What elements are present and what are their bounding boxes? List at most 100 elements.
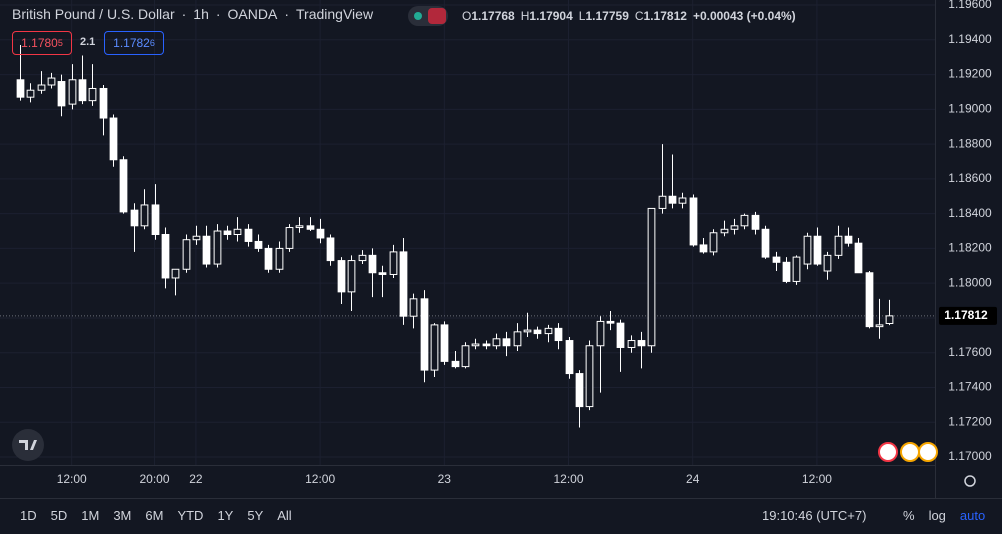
range-buttons: 1D 5D 1M 3M 6M YTD 1Y 5Y All (20, 508, 292, 523)
candle-body (99, 87, 108, 119)
candle-body (119, 159, 128, 213)
ohlc-key: L (578, 9, 586, 23)
candle-body (378, 272, 387, 275)
scale-option[interactable]: % (903, 508, 915, 523)
candle-body (26, 89, 35, 98)
candle-body (699, 244, 708, 253)
candle-body (844, 235, 853, 244)
candle-body (730, 225, 739, 230)
candle-body (689, 197, 698, 246)
candle-body (513, 331, 522, 347)
settings-gear[interactable] (964, 475, 976, 487)
candle-body (295, 225, 304, 229)
tv-logo (12, 429, 44, 461)
range-button[interactable]: 5D (50, 508, 68, 523)
candle-body (182, 239, 191, 270)
candle-body (430, 324, 439, 371)
candle-body (420, 298, 429, 371)
range-button[interactable]: All (277, 508, 292, 523)
grid (0, 0, 935, 465)
candle-body (482, 343, 491, 347)
candle-body (358, 254, 367, 262)
ohlc-item: L1.17759 (579, 9, 629, 23)
y-tick-label: 1.19200 (948, 67, 992, 81)
candle-body (151, 204, 160, 235)
candle-body (637, 340, 646, 347)
y-tick-label: 1.18200 (948, 241, 992, 255)
y-tick-label: 1.19600 (948, 0, 992, 11)
candle-body (502, 338, 511, 347)
range-button[interactable]: 6M (145, 508, 164, 523)
x-tick-label: 24 (686, 472, 700, 486)
candle-body (316, 228, 325, 239)
range-button[interactable]: 1M (81, 508, 100, 523)
candle-body (68, 79, 77, 105)
candle-body (544, 327, 553, 335)
candle-body (761, 228, 770, 258)
candle-body (399, 251, 408, 317)
candle-body (47, 77, 56, 86)
candle-body (223, 230, 232, 235)
candle-body (782, 261, 791, 282)
ohlc-value: 1.17768 (471, 9, 515, 23)
candle-body (16, 79, 25, 98)
candle-body (565, 340, 574, 375)
sell-button[interactable]: 1.1780 5 (12, 31, 72, 55)
candle-body (606, 320, 615, 324)
ohlc-value: 1.17812 (643, 9, 687, 23)
candle-body (326, 237, 335, 262)
candle-body (658, 195, 667, 209)
y-tick-label: 1.19000 (948, 102, 992, 116)
source: TradingView (296, 6, 374, 22)
candle-body (88, 87, 97, 102)
candle-body (440, 324, 449, 362)
candle-body (130, 209, 139, 227)
clock: 19:10:46 (UTC+7) (762, 508, 867, 523)
price-scale-bg (935, 0, 1002, 498)
ohlc-key: H (520, 9, 530, 23)
candle-body (678, 197, 687, 204)
candle-body (202, 235, 211, 265)
bottom-toolbar: 1D 5D 1M 3M 6M YTD 1Y 5Y All 19:10:46 (UTC+7) % l… (0, 498, 1002, 534)
symbol[interactable]: British Pound / U.S. Dollar (12, 6, 175, 22)
candle-body (709, 232, 718, 253)
candle-body (647, 207, 656, 347)
scale-option[interactable]: auto (959, 508, 986, 523)
ohlc-key: O (462, 9, 472, 23)
candle-body (751, 214, 760, 230)
event-flags (878, 442, 938, 462)
candle-body (627, 340, 636, 348)
y-tick-label: 1.18000 (948, 275, 992, 289)
range-button[interactable]: 1D (20, 508, 37, 523)
y-tick-label: 1.17400 (948, 380, 992, 394)
range-button[interactable]: 1Y (217, 508, 234, 523)
candle-body (792, 256, 801, 282)
candle-body (171, 268, 180, 279)
range-button[interactable]: YTD (177, 508, 204, 523)
buy-button[interactable]: 1.1782 6 (104, 31, 164, 55)
candle-body (616, 322, 625, 348)
candle-body (885, 315, 894, 325)
range-button[interactable]: 5Y (247, 508, 264, 523)
range-button[interactable]: 3M (113, 508, 132, 523)
candle-body (78, 79, 87, 102)
candle-body (461, 345, 470, 368)
candle-body (368, 254, 377, 274)
y-tick-label: 1.18800 (948, 136, 992, 150)
interval[interactable]: 1h (193, 6, 209, 22)
ohlc-value: 1.17759 (585, 9, 629, 23)
candle-body (192, 235, 201, 241)
last-price-tag: 1.17812 (944, 308, 988, 322)
y-tick-label: 1.18400 (948, 206, 992, 220)
candle-body (668, 195, 677, 204)
candle-body (409, 298, 418, 317)
scale-options: % log auto (903, 508, 985, 523)
candle-body (213, 230, 222, 265)
x-tick-label: 12:00 (57, 472, 87, 486)
candle-body (740, 214, 749, 227)
header-indicators (408, 6, 448, 26)
candle-body (803, 235, 812, 265)
scale-option[interactable]: log (928, 508, 946, 523)
x-tick-label: 20:00 (140, 472, 170, 486)
